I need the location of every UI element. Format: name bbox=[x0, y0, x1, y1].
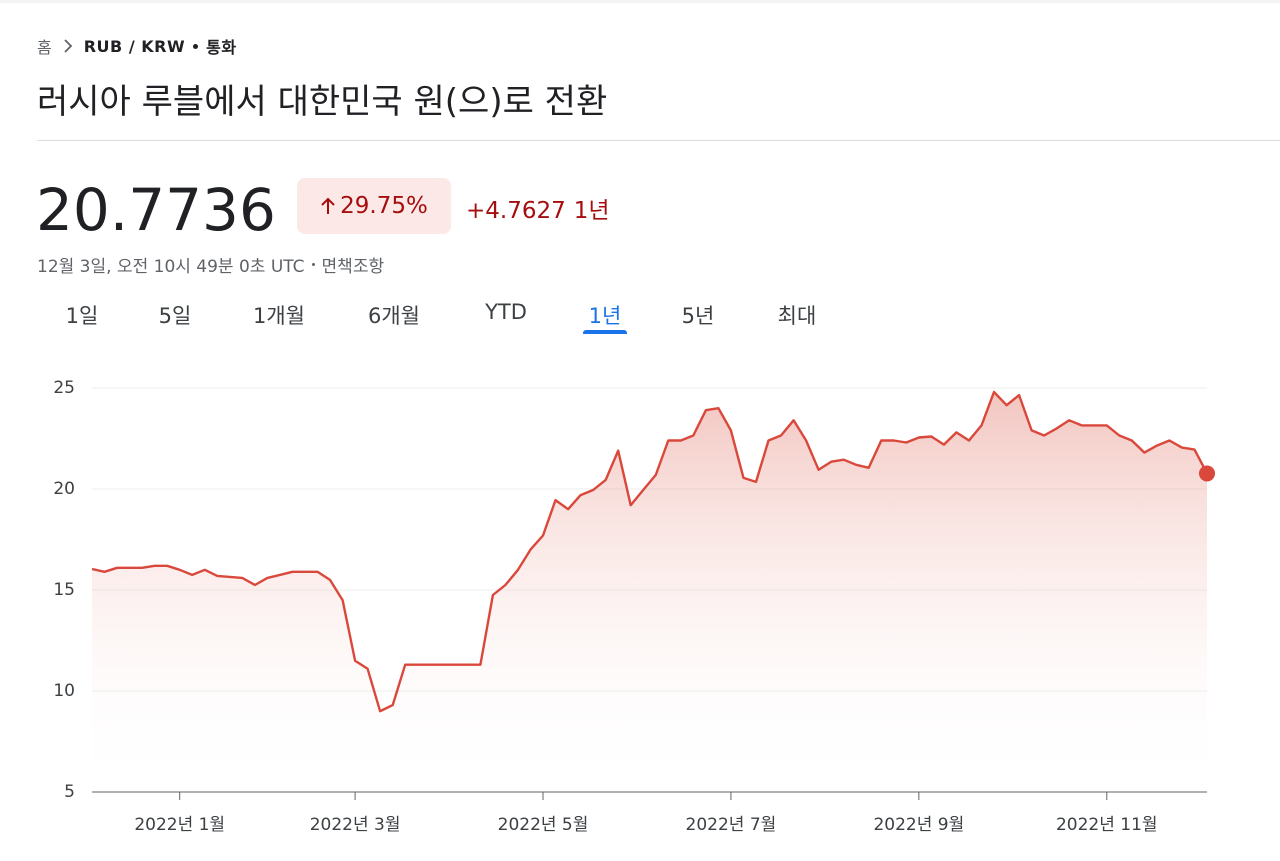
range-tab[interactable]: 5년 bbox=[681, 304, 715, 328]
selected-tab-underline bbox=[583, 330, 627, 334]
range-tab[interactable]: 최대 bbox=[777, 304, 817, 328]
range-tab[interactable]: 1개월 bbox=[252, 304, 306, 328]
top-border bbox=[0, 0, 1280, 3]
timestamp-row: 12월 3일, 오전 10시 49분 0초 UTC 면책조항 bbox=[37, 252, 384, 277]
range-tab[interactable]: 1일 bbox=[65, 304, 99, 328]
arrow-up-icon bbox=[321, 197, 335, 214]
x-tick-label: 2022년 11월 bbox=[1056, 815, 1158, 835]
range-tab[interactable]: YTD bbox=[485, 300, 527, 324]
x-tick-label: 2022년 7월 bbox=[686, 815, 777, 835]
range-tab[interactable]: 6개월 bbox=[367, 304, 421, 328]
change-period: 1년 bbox=[573, 198, 610, 224]
timestamp: 12월 3일, 오전 10시 49분 0초 UTC bbox=[37, 257, 305, 277]
range-tab[interactable]: 1년 bbox=[588, 304, 622, 328]
x-tick-label: 2022년 5월 bbox=[498, 815, 589, 835]
change: +4.7627 1년 bbox=[466, 191, 610, 225]
page-title: 러시아 루블에서 대한민국 원(으)로 전환 bbox=[37, 82, 608, 122]
area-fill bbox=[92, 392, 1207, 792]
x-tick-label: 2022년 1월 bbox=[134, 815, 225, 835]
disclaimer[interactable]: 면책조항 bbox=[321, 257, 385, 277]
y-tick-label: 10 bbox=[53, 681, 75, 701]
range-tab[interactable]: 5일 bbox=[158, 304, 192, 328]
x-tick-label: 2022년 9월 bbox=[873, 815, 964, 835]
y-tick-label: 15 bbox=[53, 580, 75, 600]
last-point bbox=[1199, 465, 1215, 482]
y-tick-label: 5 bbox=[64, 782, 75, 802]
breadcrumb-category[interactable]: 통화 bbox=[206, 38, 237, 57]
breadcrumb: 홈 RUB / KRW 통화 bbox=[37, 34, 237, 58]
divider bbox=[37, 140, 1280, 141]
chevron-icon bbox=[64, 39, 73, 53]
separator-dot bbox=[311, 263, 315, 266]
change-badge: 29.75% bbox=[297, 178, 451, 234]
y-tick-label: 20 bbox=[53, 479, 75, 499]
breadcrumb-home[interactable]: 홈 bbox=[37, 38, 52, 57]
y-tick-label: 25 bbox=[53, 378, 75, 398]
breadcrumb-pair: RUB / KRW bbox=[83, 36, 186, 56]
price: 20.7736 bbox=[36, 176, 276, 244]
change-percent: 29.75% bbox=[340, 193, 428, 219]
change-value: +4.7627 bbox=[466, 198, 566, 224]
separator-dot bbox=[193, 43, 199, 49]
x-tick-label: 2022년 3월 bbox=[310, 815, 401, 835]
price-line bbox=[91, 390, 1209, 713]
